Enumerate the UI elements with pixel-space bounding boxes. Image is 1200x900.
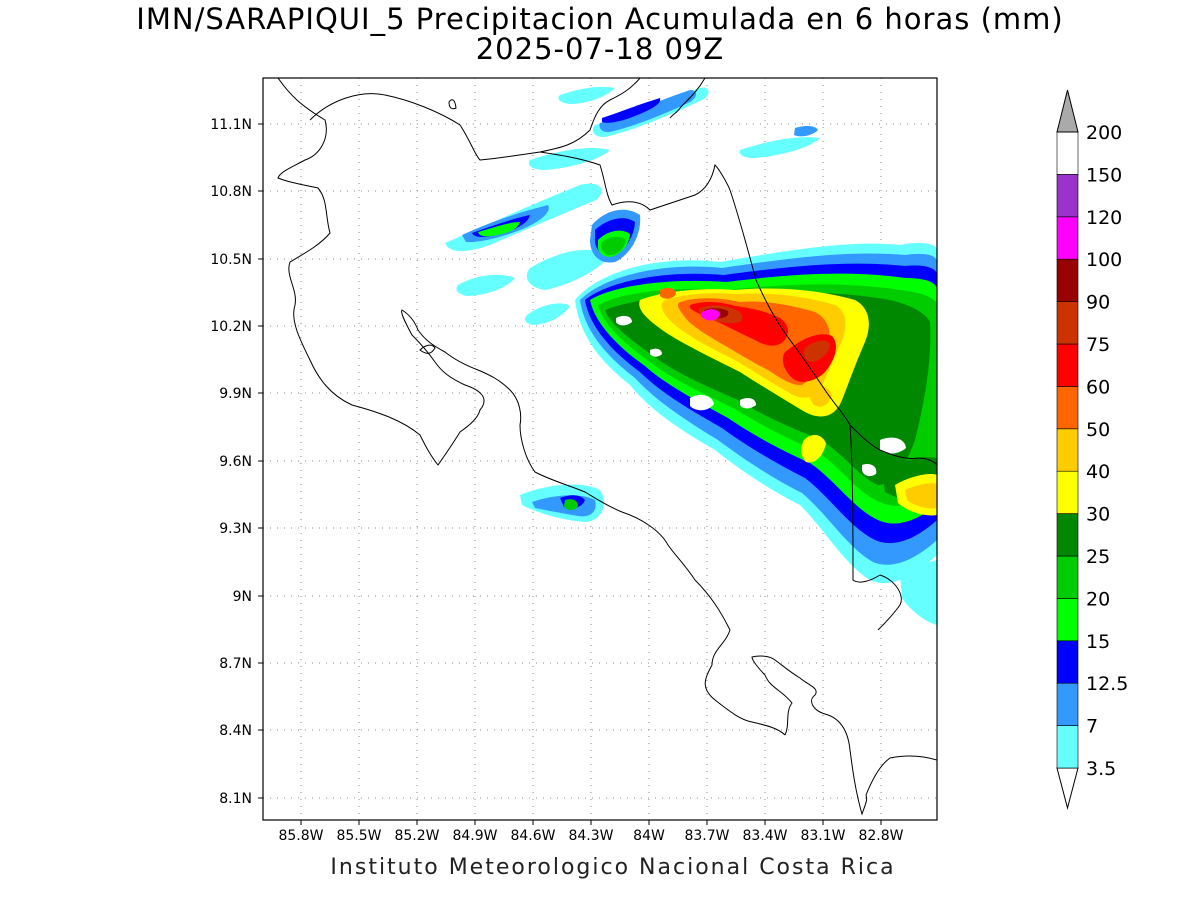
colorbar-label: 20 (1086, 588, 1110, 610)
colorbar-label: 75 (1086, 334, 1110, 356)
colorbar-swatch (1056, 555, 1079, 599)
colorbar-label: 200 (1086, 122, 1122, 144)
colorbar-label: 15 (1086, 631, 1110, 653)
y-tick-label: 9.6N (219, 454, 252, 470)
x-tick-label: 83.1W (800, 828, 845, 844)
y-tick-label: 8.7N (219, 656, 252, 672)
colorbar-label: 12.5 (1086, 673, 1128, 695)
colorbar-swatch (1056, 301, 1079, 345)
colorbar-swatch (1056, 640, 1079, 684)
x-tick-label: 85.2W (394, 828, 439, 844)
coastline (277, 78, 937, 816)
colorbar-over-triangle (1056, 89, 1079, 133)
colorbar-swatch (1056, 174, 1079, 218)
footer-credit: Instituto Meteorologico Nacional Costa R… (330, 855, 896, 880)
x-tick-label: 83.7W (684, 828, 729, 844)
colorbar-label: 50 (1086, 419, 1110, 441)
colorbar-swatch (1056, 470, 1079, 514)
y-tick-label: 8.4N (219, 723, 252, 739)
colorbar-swatch (1056, 682, 1079, 726)
colorbar-label: 150 (1086, 164, 1122, 186)
colorbar-swatch (1056, 131, 1079, 175)
x-tick-label: 84W (633, 828, 665, 844)
colorbar-label: 60 (1086, 376, 1110, 398)
colorbar-under-triangle (1056, 767, 1079, 810)
colorbar-swatch (1056, 513, 1079, 557)
precipitation-field (445, 86, 937, 625)
colorbar-label: 7 (1086, 716, 1098, 738)
x-tick-label: 84.6W (510, 828, 555, 844)
x-tick-label: 83.4W (742, 828, 787, 844)
x-tick-label: 85.8W (278, 828, 323, 844)
plot-frame (262, 77, 938, 821)
colorbar-swatch (1056, 428, 1079, 472)
colorbar-label: 3.5 (1086, 758, 1116, 780)
y-tick-label: 10.2N (210, 319, 252, 335)
map-title: IMN/SARAPIQUI_5 Precipitacion Acumulada … (136, 2, 1064, 36)
y-tick-label: 9N (233, 589, 252, 605)
colorbar-label: 120 (1086, 207, 1122, 229)
x-axis (300, 820, 882, 825)
y-tick-label: 10.8N (210, 184, 252, 200)
colorbar-swatch (1056, 343, 1079, 387)
colorbar-label: 100 (1086, 249, 1122, 271)
y-tick-label: 8.1N (219, 791, 252, 807)
colorbar-label: 25 (1086, 546, 1110, 568)
colorbar-swatch (1056, 598, 1079, 642)
y-tick-label: 9.3N (219, 521, 252, 537)
colorbar-swatch (1056, 258, 1079, 302)
colorbar-swatch (1056, 386, 1079, 430)
y-tick-label: 10.5N (210, 252, 252, 268)
x-tick-label: 85.5W (336, 828, 381, 844)
x-tick-label: 84.3W (568, 828, 613, 844)
colorbar-label: 90 (1086, 292, 1110, 314)
y-tick-label: 11.1N (210, 117, 252, 133)
y-axis (258, 123, 263, 799)
x-tick-label: 84.9W (452, 828, 497, 844)
colorbar-swatch (1056, 216, 1079, 260)
colorbar-label: 30 (1086, 504, 1110, 526)
colorbar: 3.5 7 12.5 15 20 25 30 40 50 60 75 90 100 120 150 200 (1056, 89, 1128, 810)
colorbar-swatch (1056, 725, 1079, 769)
map-datetime: 2025-07-18 09Z (475, 32, 725, 66)
y-tick-label: 9.9N (219, 386, 252, 402)
colorbar-label: 40 (1086, 461, 1110, 483)
x-tick-label: 82.8W (858, 828, 903, 844)
